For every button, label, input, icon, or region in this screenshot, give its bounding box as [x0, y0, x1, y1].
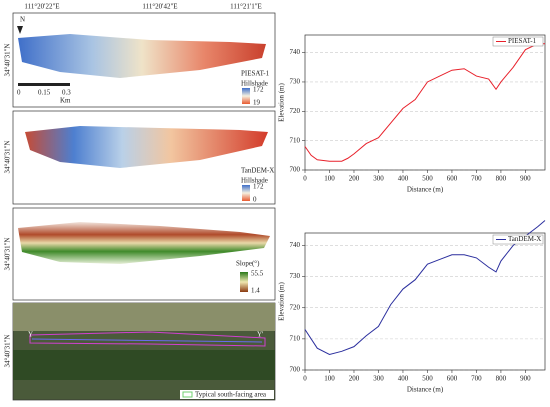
y-tick-label: 740 — [290, 241, 301, 249]
x-tick-label: 400 — [398, 375, 409, 383]
fields — [13, 303, 275, 331]
hillshade-map — [25, 126, 268, 168]
x-tick-label: 200 — [349, 175, 360, 183]
x-tick-label: 600 — [447, 375, 458, 383]
x-tick-label: 900 — [520, 375, 531, 383]
study-area — [29, 331, 266, 347]
profile-label: Y — [28, 331, 33, 339]
colorbar-label: 1.4 — [251, 287, 260, 295]
panel-title: PIESAT-1 — [241, 70, 270, 78]
x-tick-label: 800 — [496, 175, 507, 183]
profile-label: Y' — [257, 331, 263, 339]
colorbar-label: 172 — [253, 86, 264, 94]
colorbar — [242, 88, 250, 104]
plot-frame — [304, 34, 546, 171]
colorbar-label: 0 — [253, 196, 257, 204]
colorbar-label: 19 — [253, 99, 261, 107]
scale-unit: Km — [60, 97, 71, 105]
x-tick-label: 700 — [471, 175, 482, 183]
lat-label: 34°40'31"N — [4, 335, 12, 368]
lat-label: 34°40'31"N — [4, 141, 12, 174]
x-tick-label: 300 — [373, 375, 384, 383]
series-line — [304, 220, 546, 355]
y-axis-label: Elevation (m) — [278, 281, 286, 320]
colorbar-label: 55.5 — [251, 270, 264, 278]
x-tick-label: 200 — [349, 375, 360, 383]
lat-label: 34°40'31"N — [4, 238, 12, 271]
y-tick-label: 700 — [290, 366, 301, 374]
panel-title: TanDEM-X — [241, 167, 274, 175]
north-arrow — [17, 26, 23, 34]
x-tick-label: 900 — [520, 175, 531, 183]
x-tick-label: 400 — [398, 175, 409, 183]
forest — [13, 350, 275, 380]
y-tick-label: 730 — [290, 272, 301, 280]
x-tick-label: 300 — [373, 175, 384, 183]
y-tick-label: 700 — [290, 166, 301, 174]
legend-box — [492, 36, 544, 47]
colorbar — [240, 272, 248, 292]
x-axis-label: Distance (m) — [407, 386, 444, 394]
lon-label: 111°20'42"E — [142, 3, 177, 11]
north: N — [20, 16, 25, 24]
x-tick-label: 500 — [422, 375, 433, 383]
lat-label: 34°40'31"N — [4, 44, 12, 77]
profile-line — [31, 338, 263, 343]
maps: 111°20'22"E 111°20'42"E 111°21'1"E N 0 0… — [4, 3, 276, 401]
y-tick-label: 740 — [290, 48, 301, 56]
x-tick-label: 100 — [324, 175, 335, 183]
legend-box — [492, 234, 544, 245]
y-tick-label: 730 — [290, 78, 301, 86]
legend-label: PIESAT-1 — [508, 37, 537, 45]
x-tick-label: 0 — [303, 375, 307, 383]
legend-label: TanDEM-X — [508, 235, 541, 243]
scale-bar — [18, 83, 70, 86]
legend-title: Hillshade — [241, 177, 268, 185]
colorbar — [242, 185, 250, 201]
x-axis-label: Distance (m) — [407, 186, 444, 194]
legend-swatch — [182, 391, 193, 398]
plot-frame — [304, 232, 546, 371]
x-tick-label: 600 — [447, 175, 458, 183]
scale-label: 0.3 — [62, 89, 71, 97]
colorbar-label: 172 — [253, 183, 264, 191]
x-tick-label: 800 — [496, 375, 507, 383]
y-tick-label: 720 — [290, 107, 301, 115]
x-tick-label: 100 — [324, 375, 335, 383]
y-axis-label: Elevation (m) — [278, 82, 286, 121]
x-tick-label: 500 — [422, 175, 433, 183]
slope-map — [18, 222, 270, 264]
legend-title: Slope(°) — [236, 260, 260, 268]
scale-label: 0 — [17, 89, 21, 97]
y-tick-label: 710 — [290, 334, 301, 342]
legend-box — [180, 390, 274, 399]
lon-label: 111°21'1"E — [230, 3, 262, 11]
y-tick-label: 710 — [290, 136, 301, 144]
legend-label: Typical south-facing area — [195, 391, 267, 399]
hillshade-map — [18, 34, 266, 78]
series-line — [304, 43, 545, 162]
scale-label: 0.15 — [38, 89, 51, 97]
y-tick-label: 720 — [290, 303, 301, 311]
x-tick-label: 0 — [303, 175, 307, 183]
legend-title: Hillshade — [241, 80, 268, 88]
lon-label: 111°20'22"E — [24, 3, 59, 11]
x-tick-label: 700 — [471, 375, 482, 383]
